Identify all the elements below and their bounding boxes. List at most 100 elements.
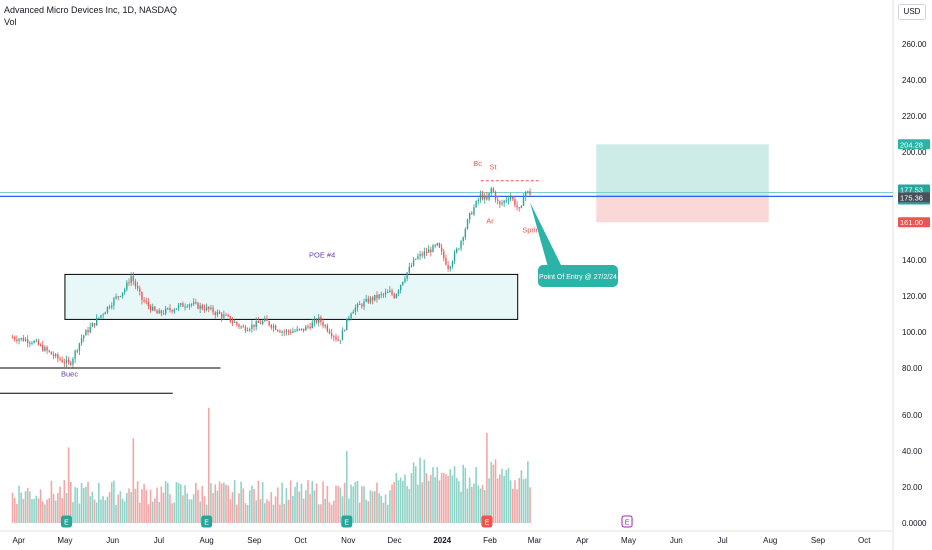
volume-bar	[486, 433, 488, 523]
candle-body	[39, 344, 42, 346]
volume-bar	[259, 499, 262, 523]
earnings-marker-icon	[481, 515, 493, 528]
volume-bar	[501, 468, 503, 523]
candle-body	[128, 282, 130, 284]
volume-bar	[473, 483, 475, 523]
volume-bar	[386, 504, 389, 523]
volume-bar	[29, 491, 31, 523]
volume-bar	[399, 477, 402, 523]
volume-bar	[423, 459, 426, 523]
candle-body	[382, 294, 385, 296]
volume-bar	[391, 484, 393, 523]
volume-bar	[91, 491, 94, 523]
annotation-label: Bc	[473, 159, 482, 168]
candle-body	[50, 351, 53, 355]
volume-bar	[207, 407, 210, 523]
volume-bar	[326, 485, 329, 523]
earnings-marker-label: E	[485, 520, 490, 527]
candle-body	[395, 294, 398, 298]
candle-body	[333, 336, 335, 338]
candle-body	[356, 303, 359, 308]
volume-bar	[132, 438, 135, 523]
candle-body	[257, 321, 260, 324]
volume-bar	[494, 459, 497, 523]
volume-bar	[179, 484, 182, 523]
candle-body	[436, 243, 439, 246]
volume-bar	[389, 490, 391, 523]
volume-bar	[54, 500, 57, 523]
candle-body	[244, 327, 247, 331]
candle-body	[471, 212, 473, 215]
volume-bar	[214, 484, 217, 523]
candle-body	[406, 272, 408, 279]
candle-body	[462, 237, 464, 241]
volume-indicator-label[interactable]: Vol	[4, 17, 17, 27]
volume-bar	[188, 499, 191, 523]
candle-body	[24, 339, 27, 342]
candle-body	[509, 196, 512, 200]
candle-body	[434, 245, 436, 247]
volume-bar	[511, 488, 514, 523]
candle-body	[115, 296, 117, 299]
candle-body	[16, 339, 18, 341]
volume-bar	[427, 480, 430, 523]
volume-bar	[298, 491, 301, 523]
candle-body	[93, 323, 96, 326]
price-axis-tick-label: 80.00	[902, 364, 923, 373]
volume-bar	[367, 501, 370, 523]
volume-bar	[462, 464, 464, 523]
candle-body	[492, 188, 495, 192]
volume-bar	[358, 502, 361, 523]
candle-body	[503, 200, 505, 204]
candle-body	[315, 319, 318, 323]
callout-text: Point Of Entry @ 27/2/24	[539, 274, 617, 281]
volume-bar	[520, 470, 523, 523]
candle-body	[501, 203, 503, 205]
candle-body	[456, 248, 458, 253]
volume-bar	[205, 504, 208, 523]
volume-bar	[369, 490, 372, 523]
candle-body	[354, 307, 357, 312]
volume-bar	[276, 487, 279, 523]
price-axis-tick-label: 140.00	[902, 256, 927, 265]
candle-body	[384, 292, 387, 295]
volume-bar	[419, 457, 421, 523]
candle-body	[100, 315, 102, 318]
volume-bar	[65, 492, 68, 523]
volume-bar	[220, 483, 223, 523]
volume-bar	[421, 482, 424, 523]
candle-body	[363, 301, 365, 307]
volume-bar	[373, 491, 376, 523]
candle-body	[369, 297, 372, 303]
currency-button[interactable]: USD	[898, 4, 926, 20]
annotation-label: Spring	[522, 225, 544, 234]
earnings-marker-label: E	[204, 520, 209, 527]
volume-bar	[300, 483, 303, 523]
candle-body	[242, 326, 244, 328]
candle-body	[445, 258, 447, 265]
candle-body	[305, 326, 307, 331]
volume-bar	[335, 485, 337, 523]
candle-body	[78, 343, 81, 351]
candle-body	[139, 288, 141, 292]
volume-bar	[324, 498, 326, 523]
volume-bar	[89, 496, 91, 523]
volume-bar	[471, 486, 473, 523]
candle-body	[341, 330, 344, 341]
candle-body	[326, 325, 329, 331]
volume-bar	[22, 498, 25, 523]
candle-body	[348, 318, 350, 320]
volume-bar	[147, 504, 150, 523]
candle-body	[512, 196, 514, 200]
candle-body	[402, 281, 404, 286]
volume-bar	[199, 501, 201, 523]
volume-bar	[192, 494, 195, 523]
candle-body	[177, 305, 180, 309]
candle-body	[453, 252, 456, 262]
earnings-marker-label: E	[344, 520, 349, 527]
candle-body	[117, 296, 119, 298]
volume-bar	[414, 466, 417, 523]
volume-bar	[354, 481, 357, 523]
candle-body	[518, 207, 520, 209]
